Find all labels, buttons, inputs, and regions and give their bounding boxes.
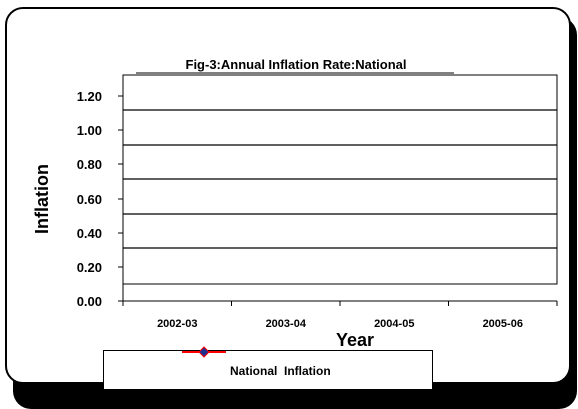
x-axis-label: Year [336, 330, 374, 350]
y-tick-label: 0.20 [77, 260, 102, 275]
x-axis: 2002-03 2003-04 2004-05 2005-06 [122, 300, 558, 330]
y-tick-label: 0.00 [77, 294, 102, 309]
y-tick-label: 0.60 [77, 192, 102, 207]
x-tick-label: 2002-03 [157, 318, 197, 330]
y-tick-label: 1.00 [77, 123, 102, 138]
y-axis-label: Inflation [32, 164, 52, 234]
grid-lines [123, 109, 557, 249]
y-axis: 0.00 0.20 0.40 0.60 0.80 1.00 1.20 [77, 89, 124, 309]
legend-series-marker [182, 346, 226, 358]
legend-diamond-icon [198, 346, 210, 358]
y-tick-label: 1.20 [77, 89, 102, 104]
x-tick-label: 2003-04 [266, 318, 307, 330]
legend: National Inflation [103, 346, 433, 390]
x-tick-label: 2005-06 [483, 318, 523, 330]
y-tick-label: 0.80 [77, 157, 102, 172]
chart-title: Fig-3:Annual Inflation Rate:National [186, 57, 407, 72]
x-tick-label: 2004-05 [374, 318, 414, 330]
legend-series-label: National Inflation [230, 364, 331, 378]
y-tick-label: 0.40 [77, 226, 102, 241]
